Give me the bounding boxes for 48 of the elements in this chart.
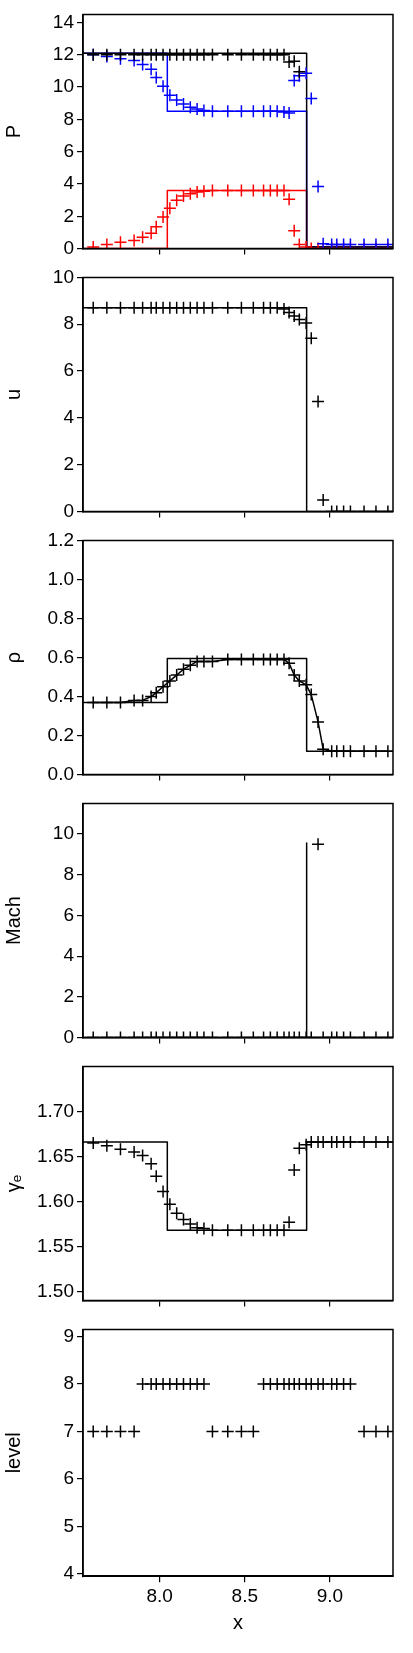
y-tick-label: 0.8: [47, 606, 74, 628]
x-tick-label: 8.5: [231, 1584, 259, 1606]
y-tick-label: 9: [63, 1324, 74, 1346]
y-tick-label: 2: [63, 985, 74, 1007]
y-tick-label: 1.50: [37, 1279, 74, 1301]
y-tick-label: 10: [52, 265, 74, 287]
y-tick-label: 4: [63, 1562, 75, 1584]
y-tick-label: 4: [63, 172, 75, 194]
y-tick-label: 6: [63, 139, 74, 161]
y-tick-label: 6: [63, 359, 74, 381]
y-tick-label: 4: [63, 406, 75, 428]
y-tick-label: 1.70: [37, 1099, 74, 1121]
y-tick-label: 0: [63, 1025, 74, 1047]
y-tick-label: 14: [52, 10, 75, 32]
y-tick-label: 4: [63, 944, 75, 966]
y-tick-label: 12: [52, 43, 74, 65]
y-tick-label: 1.55: [37, 1234, 74, 1256]
y-tick-label: 10: [52, 822, 74, 844]
y-axis-title: ρ: [1, 651, 24, 664]
y-tick-label: 0.2: [47, 723, 74, 745]
y-tick-label: 0: [63, 236, 74, 258]
y-tick-label: 2: [63, 452, 74, 474]
x-axis-title: x: [233, 1610, 243, 1633]
x-tick-label: 8.0: [146, 1584, 173, 1606]
y-tick-label: 0: [63, 499, 74, 521]
y-axis-title: u: [1, 388, 24, 401]
y-tick-label: 1.2: [47, 528, 74, 550]
y-tick-label: 6: [63, 1467, 74, 1489]
y-tick-label: 2: [63, 204, 74, 226]
y-tick-label: 8: [63, 862, 74, 884]
y-tick-label: 6: [63, 903, 74, 925]
y-axis-title: P: [1, 124, 24, 139]
y-tick-label: 1.65: [37, 1144, 74, 1166]
y-tick-label: 7: [63, 1419, 74, 1441]
y-tick-label: 8: [63, 107, 74, 129]
y-tick-label: 1.60: [37, 1189, 74, 1211]
x-tick-label: 9.0: [316, 1584, 344, 1606]
y-axis-title: γₑ: [1, 1174, 24, 1193]
y-axis-title: Mach: [1, 896, 24, 945]
y-tick-label: 0.6: [47, 645, 74, 667]
y-axis-title: level: [1, 1432, 24, 1474]
y-tick-label: 1.0: [47, 567, 74, 589]
y-tick-label: 8: [63, 312, 74, 334]
y-tick-label: 8: [63, 1372, 74, 1394]
y-tick-label: 0.0: [47, 762, 74, 784]
y-tick-label: 5: [63, 1514, 74, 1536]
y-tick-label: 10: [52, 75, 74, 97]
y-tick-label: 0.4: [47, 684, 75, 706]
